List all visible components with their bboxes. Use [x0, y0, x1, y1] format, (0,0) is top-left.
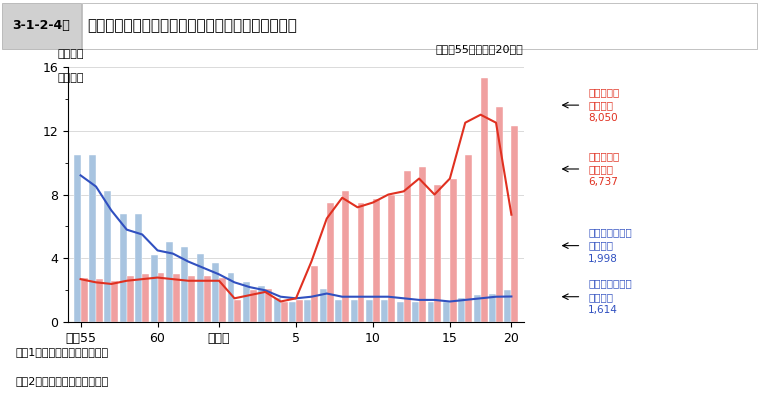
- Text: 3-1-2-4図: 3-1-2-4図: [12, 19, 70, 32]
- Bar: [289, 301, 296, 322]
- Bar: [258, 286, 265, 322]
- Bar: [458, 298, 465, 322]
- Bar: [197, 253, 203, 322]
- Bar: [373, 199, 380, 322]
- Text: （千人）: （千人）: [58, 73, 84, 83]
- Bar: [235, 300, 241, 322]
- Bar: [366, 300, 373, 322]
- Bar: [74, 154, 80, 322]
- Bar: [443, 301, 450, 322]
- Bar: [274, 298, 281, 322]
- Bar: [357, 202, 364, 322]
- FancyBboxPatch shape: [2, 2, 81, 48]
- Text: 外国人による特別法犯　送致件数・送致人員の推移: 外国人による特別法犯 送致件数・送致人員の推移: [87, 18, 298, 33]
- Text: 来日外国人
送致人員
6,737: 来日外国人 送致人員 6,737: [588, 151, 619, 187]
- Bar: [427, 301, 434, 322]
- Text: その他の外国人
送致件数
1,998: その他の外国人 送致件数 1,998: [588, 228, 632, 264]
- Text: （昭和55年〜平成20年）: （昭和55年〜平成20年）: [436, 44, 524, 54]
- Bar: [112, 281, 118, 322]
- Bar: [228, 273, 235, 322]
- Bar: [304, 300, 311, 322]
- Bar: [181, 247, 188, 322]
- Bar: [512, 126, 518, 322]
- Bar: [213, 263, 219, 322]
- Bar: [389, 195, 395, 322]
- Bar: [96, 279, 103, 322]
- Bar: [480, 78, 487, 322]
- Bar: [465, 154, 472, 322]
- Text: （千件）: （千件）: [58, 49, 84, 59]
- Bar: [381, 300, 389, 322]
- Bar: [450, 178, 457, 322]
- Bar: [80, 277, 87, 322]
- Bar: [496, 107, 503, 322]
- Bar: [250, 290, 257, 322]
- Bar: [150, 255, 158, 322]
- Bar: [335, 300, 342, 322]
- Bar: [419, 167, 426, 322]
- Bar: [219, 277, 226, 322]
- Bar: [505, 290, 512, 322]
- Bar: [351, 300, 357, 322]
- Bar: [166, 242, 173, 322]
- Bar: [489, 294, 496, 322]
- FancyBboxPatch shape: [82, 2, 757, 48]
- Bar: [296, 300, 303, 322]
- Bar: [281, 301, 288, 322]
- Bar: [265, 289, 272, 322]
- Bar: [412, 301, 419, 322]
- Bar: [89, 154, 96, 322]
- Bar: [127, 276, 134, 322]
- Bar: [135, 214, 142, 322]
- Bar: [397, 301, 404, 322]
- Bar: [173, 274, 180, 322]
- Bar: [342, 191, 349, 322]
- Bar: [203, 276, 210, 322]
- Text: その他の外国人
送致人員
1,614: その他の外国人 送致人員 1,614: [588, 279, 632, 315]
- Text: 2　交通法令違反を除く。: 2 交通法令違反を除く。: [15, 376, 109, 386]
- Text: 注　1　警察庁の統計による。: 注 1 警察庁の統計による。: [15, 347, 109, 357]
- Bar: [158, 273, 165, 322]
- Bar: [105, 191, 112, 322]
- Bar: [404, 171, 411, 322]
- Text: 来日外国人
送致件数
8,050: 来日外国人 送致件数 8,050: [588, 87, 619, 123]
- Bar: [320, 289, 327, 322]
- Bar: [142, 274, 149, 322]
- Bar: [188, 276, 195, 322]
- Bar: [327, 202, 334, 322]
- Bar: [434, 185, 442, 322]
- Bar: [243, 282, 250, 322]
- Bar: [120, 214, 127, 322]
- Bar: [311, 266, 318, 322]
- Bar: [474, 295, 480, 322]
